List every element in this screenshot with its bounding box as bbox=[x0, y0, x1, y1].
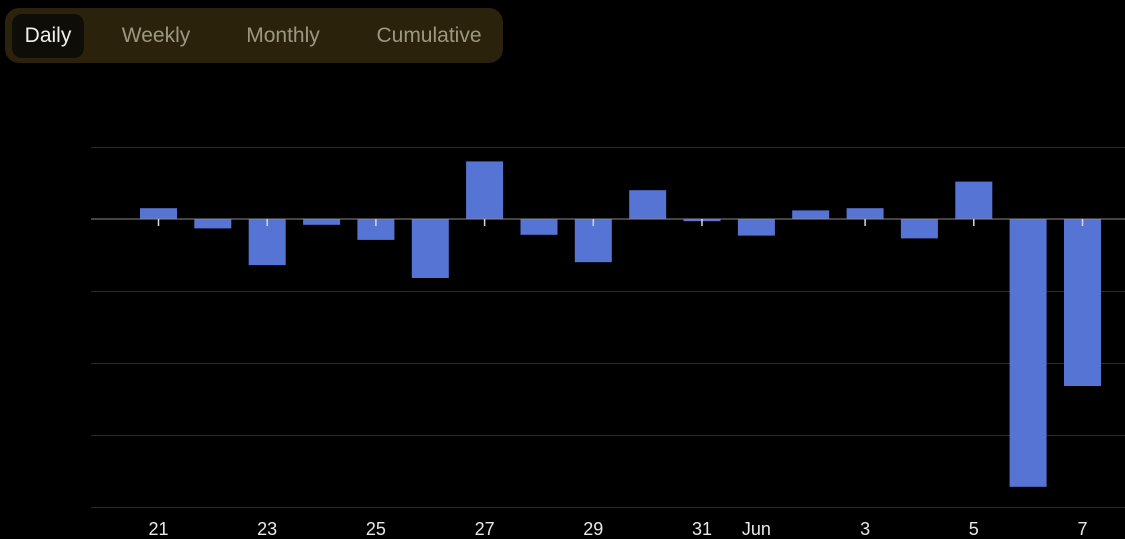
bar[interactable]: May 24 bbox=[303, 219, 341, 225]
bar[interactable]: May 27 bbox=[466, 161, 504, 219]
x-tick-label: 31 bbox=[692, 519, 712, 539]
bar[interactable]: May 22 bbox=[194, 219, 232, 229]
bar[interactable]: May 28 bbox=[520, 219, 558, 235]
x-tick-label: 7 bbox=[1077, 519, 1087, 539]
bar[interactable]: Jun 7 bbox=[1064, 219, 1101, 386]
tab-cumulative[interactable]: Cumulative bbox=[376, 24, 482, 47]
x-tick-labels: 21 23 25 27 29 31 Jun 3 5 7 bbox=[148, 519, 1087, 539]
x-tick-label: 21 bbox=[148, 519, 168, 539]
x-tick-label: Jun bbox=[742, 519, 771, 539]
tab-daily[interactable]: Daily bbox=[12, 14, 84, 58]
x-tick-label: 29 bbox=[583, 519, 603, 539]
tab-monthly[interactable]: Monthly bbox=[246, 24, 320, 47]
bar[interactable]: May 25 bbox=[357, 219, 395, 240]
bars: May 21 May 22 May 23 May 24 May 25 May 26 May … bbox=[140, 161, 1101, 487]
x-tick-label: 3 bbox=[860, 519, 870, 539]
period-selector: Daily Weekly Monthly Cumulative bbox=[5, 8, 503, 63]
bar[interactable]: May 21 bbox=[140, 208, 177, 219]
bar[interactable]: Jun 5 bbox=[955, 181, 993, 219]
grid-lines bbox=[91, 147, 1125, 508]
bar[interactable]: Jun 4 bbox=[900, 219, 938, 239]
bar[interactable]: Jun 3 bbox=[846, 208, 884, 219]
bar[interactable]: Jun 1 bbox=[737, 219, 775, 236]
bar[interactable]: May 29 bbox=[574, 219, 612, 263]
bar[interactable]: May 23 bbox=[248, 219, 286, 266]
tab-weekly[interactable]: Weekly bbox=[121, 24, 191, 47]
x-tick-label: 25 bbox=[366, 519, 386, 539]
zero-axis bbox=[91, 218, 1125, 226]
bar[interactable]: Jun 6 bbox=[1009, 219, 1047, 487]
bar[interactable]: May 26 bbox=[411, 219, 449, 278]
x-tick-label: 5 bbox=[969, 519, 979, 539]
x-tick-label: 23 bbox=[257, 519, 277, 539]
bar[interactable]: May 30 bbox=[629, 190, 667, 219]
x-tick-label: 27 bbox=[475, 519, 495, 539]
bar[interactable]: Jun 2 bbox=[792, 210, 830, 219]
